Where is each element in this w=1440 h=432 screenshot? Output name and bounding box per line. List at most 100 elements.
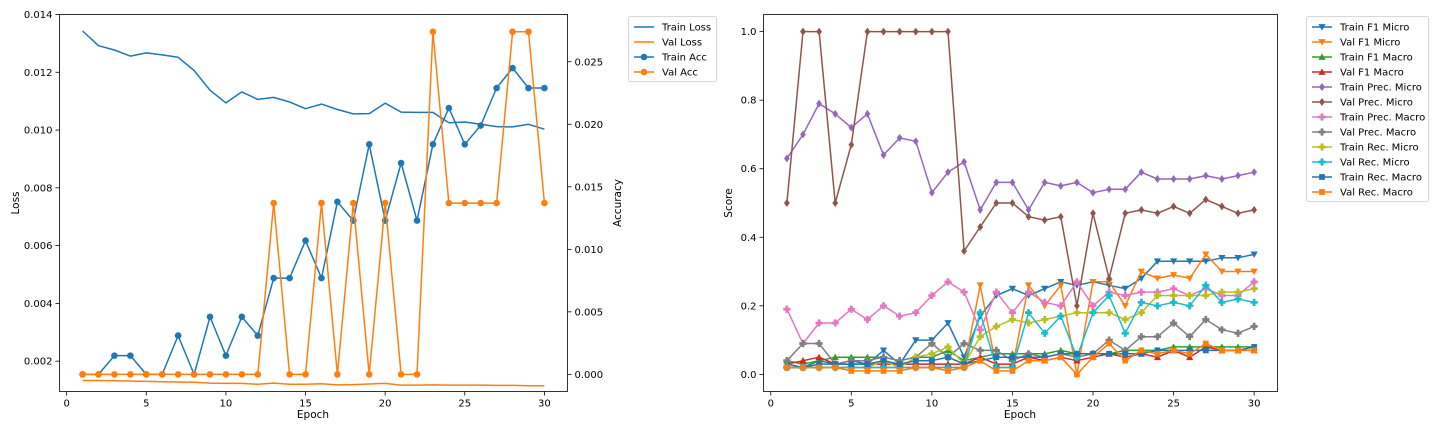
data-point xyxy=(847,353,855,361)
series-line xyxy=(786,342,1255,376)
data-point xyxy=(1251,205,1258,214)
data-point xyxy=(1106,185,1113,194)
data-point xyxy=(912,337,920,344)
data-point xyxy=(816,27,822,36)
x-tick-label: 10 xyxy=(220,399,233,410)
data-point xyxy=(1186,258,1194,265)
data-point xyxy=(1074,371,1080,378)
legend-item: Train Prec. Micro xyxy=(1312,83,1422,94)
data-point xyxy=(944,278,952,286)
data-point xyxy=(1057,302,1065,310)
series-line xyxy=(786,281,1255,345)
data-point xyxy=(944,320,952,327)
data-point xyxy=(1202,251,1210,259)
data-point xyxy=(783,199,790,207)
data-point xyxy=(945,27,951,36)
legend-item: Val Rec. Micro xyxy=(1312,158,1410,169)
legend-item: Train Acc xyxy=(634,53,707,64)
data-point xyxy=(174,371,182,378)
data-point xyxy=(863,357,872,365)
legend-label: Val Rec. Macro xyxy=(1340,188,1413,199)
data-point xyxy=(190,371,198,378)
x-tick-label: 20 xyxy=(1087,399,1100,410)
data-point xyxy=(1219,175,1225,183)
data-point xyxy=(238,371,246,378)
data-point xyxy=(222,371,230,378)
data-point xyxy=(1122,209,1129,218)
data-point xyxy=(880,357,887,364)
data-point xyxy=(832,199,839,207)
data-point xyxy=(1025,357,1032,364)
data-point xyxy=(493,84,500,92)
x-tick-label: 20 xyxy=(379,399,392,410)
data-point xyxy=(461,199,469,207)
legend-marker xyxy=(1318,158,1326,166)
data-point xyxy=(928,339,936,348)
data-point xyxy=(976,313,984,320)
data-point xyxy=(879,347,888,354)
data-point xyxy=(79,371,86,378)
data-point xyxy=(976,333,984,341)
data-point xyxy=(1008,357,1017,365)
y-tick-label: 0.4 xyxy=(741,233,757,244)
data-point xyxy=(1250,298,1258,306)
data-point xyxy=(1041,329,1049,337)
x-tick-label: 0 xyxy=(63,399,69,410)
data-point xyxy=(1057,181,1064,190)
data-point xyxy=(541,199,548,207)
legend-item: Train Rec. Micro xyxy=(1312,143,1419,154)
data-point xyxy=(1169,298,1178,306)
data-point xyxy=(1025,205,1032,214)
data-point xyxy=(1008,309,1017,317)
data-point xyxy=(1122,185,1129,194)
legend-item: Val Prec. Macro xyxy=(1312,128,1416,139)
legend-marker xyxy=(1319,83,1325,91)
data-point xyxy=(1105,309,1113,317)
data-point xyxy=(832,109,839,118)
data-point xyxy=(1137,333,1145,341)
data-point xyxy=(1186,291,1194,300)
data-point xyxy=(944,360,952,367)
x-tick-label: 0 xyxy=(768,399,774,410)
data-point xyxy=(1121,346,1129,354)
data-point xyxy=(912,309,920,317)
data-point xyxy=(1154,209,1161,218)
data-point xyxy=(1250,322,1258,330)
legend-label: Val Acc xyxy=(662,68,698,79)
y-tick-label: 0.2 xyxy=(741,301,757,312)
data-point xyxy=(1218,254,1226,262)
data-point xyxy=(783,154,790,163)
data-point xyxy=(1153,333,1162,341)
data-point xyxy=(1122,357,1129,364)
legend-marker xyxy=(1318,113,1326,121)
legend-item: Train F1 Macro xyxy=(1312,53,1413,64)
data-point xyxy=(158,371,166,378)
y-tick-label: 0.004 xyxy=(24,299,53,310)
data-point xyxy=(1057,212,1064,221)
data-point xyxy=(976,346,984,354)
data-point xyxy=(509,64,516,72)
series-train-acc xyxy=(79,64,548,378)
data-point xyxy=(993,354,1000,361)
data-point xyxy=(847,363,855,372)
data-point xyxy=(848,361,855,367)
data-point xyxy=(832,364,839,371)
legend-label: Val Prec. Macro xyxy=(1340,128,1416,139)
y-axis: 0.0 0.2 0.4 0.6 0.8 1.0 xyxy=(741,27,764,381)
data-point xyxy=(945,168,951,177)
data-point xyxy=(912,27,919,36)
legend-label: Val F1 Macro xyxy=(1340,68,1404,79)
data-point xyxy=(1153,258,1162,265)
data-point xyxy=(944,363,952,372)
data-point xyxy=(848,123,855,132)
data-point xyxy=(1170,347,1177,354)
data-point xyxy=(960,288,968,296)
loss-accuracy-chart: 0 5 10 15 20 25 30 0.0020.0040.0060.0080.0100.… xyxy=(10,10,717,421)
data-point xyxy=(1121,291,1129,300)
data-point xyxy=(992,346,1000,354)
data-point xyxy=(864,361,871,367)
data-point xyxy=(1202,315,1210,324)
data-point xyxy=(1090,188,1096,197)
data-point xyxy=(1089,278,1097,286)
legend-label: Train Prec. Micro xyxy=(1339,83,1422,94)
